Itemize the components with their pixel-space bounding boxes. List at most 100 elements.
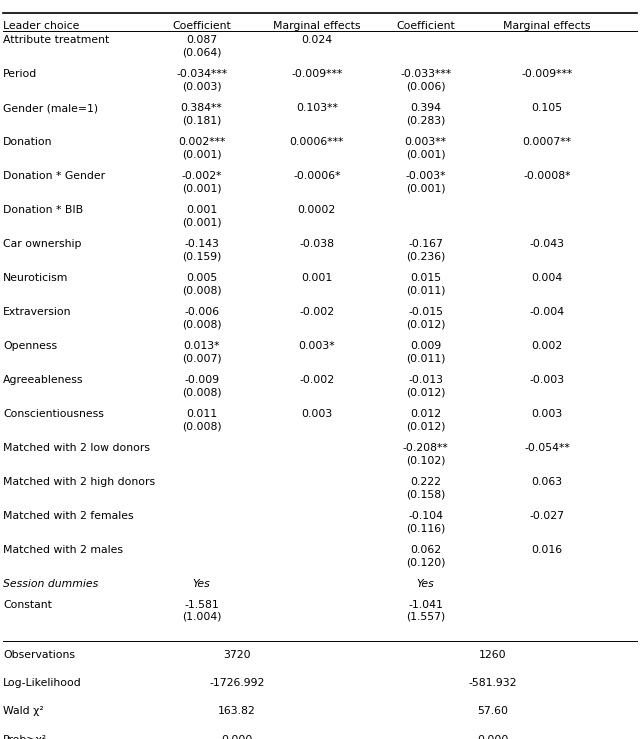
Text: -581.932: -581.932 (468, 678, 517, 689)
Text: Donation: Donation (3, 137, 52, 148)
Text: Conscientiousness: Conscientiousness (3, 409, 104, 420)
Text: Period: Period (3, 69, 38, 80)
Text: (0.001): (0.001) (182, 183, 221, 194)
Text: Yes: Yes (193, 579, 211, 590)
Text: 0.000: 0.000 (477, 735, 509, 739)
Text: (0.159): (0.159) (182, 251, 221, 262)
Text: 163.82: 163.82 (218, 706, 255, 717)
Text: 0.003: 0.003 (532, 409, 563, 420)
Text: 0.002***: 0.002*** (178, 137, 225, 148)
Text: (0.001): (0.001) (406, 183, 445, 194)
Text: (0.064): (0.064) (182, 47, 221, 58)
Text: -0.002*: -0.002* (181, 171, 222, 182)
Text: (1.557): (1.557) (406, 612, 445, 622)
Text: -0.0006*: -0.0006* (293, 171, 340, 182)
Text: Wald χ²: Wald χ² (3, 706, 44, 717)
Text: -0.104: -0.104 (408, 511, 443, 522)
Text: Attribute treatment: Attribute treatment (3, 35, 109, 46)
Text: (0.012): (0.012) (406, 387, 445, 398)
Text: 0.000: 0.000 (221, 735, 253, 739)
Text: -0.208**: -0.208** (403, 443, 449, 454)
Text: 0.003**: 0.003** (404, 137, 447, 148)
Text: Coefficient: Coefficient (172, 21, 231, 31)
Text: Matched with 2 high donors: Matched with 2 high donors (3, 477, 156, 488)
Text: 0.384**: 0.384** (180, 103, 223, 114)
Text: (0.003): (0.003) (182, 81, 221, 92)
Text: 0.105: 0.105 (532, 103, 563, 114)
Text: (0.008): (0.008) (182, 319, 221, 330)
Text: -0.015: -0.015 (408, 307, 443, 318)
Text: -1.581: -1.581 (184, 600, 219, 610)
Text: -0.038: -0.038 (300, 239, 334, 250)
Text: (0.011): (0.011) (406, 353, 445, 364)
Text: Prob>χ²: Prob>χ² (3, 735, 47, 739)
Text: -0.054**: -0.054** (524, 443, 570, 454)
Text: Agreeableness: Agreeableness (3, 375, 84, 386)
Text: 0.003*: 0.003* (298, 341, 335, 352)
Text: 0.011: 0.011 (186, 409, 217, 420)
Text: (0.011): (0.011) (406, 285, 445, 296)
Text: -1.041: -1.041 (408, 600, 443, 610)
Text: 3720: 3720 (223, 650, 251, 661)
Text: (0.283): (0.283) (406, 115, 445, 126)
Text: Car ownership: Car ownership (3, 239, 82, 250)
Text: -0.009***: -0.009*** (291, 69, 342, 80)
Text: Donation * Gender: Donation * Gender (3, 171, 106, 182)
Text: (0.158): (0.158) (406, 489, 445, 500)
Text: Yes: Yes (417, 579, 435, 590)
Text: (0.007): (0.007) (182, 353, 221, 364)
Text: 0.009: 0.009 (410, 341, 441, 352)
Text: -0.013: -0.013 (408, 375, 443, 386)
Text: 0.222: 0.222 (410, 477, 441, 488)
Text: (0.008): (0.008) (182, 421, 221, 432)
Text: (0.001): (0.001) (406, 149, 445, 160)
Text: (0.008): (0.008) (182, 387, 221, 398)
Text: 0.016: 0.016 (532, 545, 563, 556)
Text: Session dummies: Session dummies (3, 579, 99, 590)
Text: 1260: 1260 (479, 650, 507, 661)
Text: (0.236): (0.236) (406, 251, 445, 262)
Text: -0.002: -0.002 (300, 307, 334, 318)
Text: Observations: Observations (3, 650, 76, 661)
Text: Matched with 2 low donors: Matched with 2 low donors (3, 443, 150, 454)
Text: 0.0006***: 0.0006*** (290, 137, 344, 148)
Text: Openness: Openness (3, 341, 58, 352)
Text: -1726.992: -1726.992 (209, 678, 264, 689)
Text: Constant: Constant (3, 600, 52, 610)
Text: 0.002: 0.002 (532, 341, 563, 352)
Text: Marginal effects: Marginal effects (273, 21, 360, 31)
Text: -0.143: -0.143 (184, 239, 219, 250)
Text: 0.004: 0.004 (532, 273, 563, 284)
Text: 0.024: 0.024 (301, 35, 332, 46)
Text: 57.60: 57.60 (477, 706, 508, 717)
Text: -0.0008*: -0.0008* (524, 171, 571, 182)
Text: (0.012): (0.012) (406, 421, 445, 432)
Text: 0.015: 0.015 (410, 273, 441, 284)
Text: -0.003: -0.003 (530, 375, 564, 386)
Text: -0.027: -0.027 (530, 511, 564, 522)
Text: Leader choice: Leader choice (3, 21, 79, 31)
Text: 0.0007**: 0.0007** (523, 137, 572, 148)
Text: Gender (male=1): Gender (male=1) (3, 103, 99, 114)
Text: Coefficient: Coefficient (396, 21, 455, 31)
Text: (0.008): (0.008) (182, 285, 221, 296)
Text: 0.001: 0.001 (301, 273, 332, 284)
Text: 0.012: 0.012 (410, 409, 441, 420)
Text: 0.001: 0.001 (186, 205, 217, 216)
Text: Log-Likelihood: Log-Likelihood (3, 678, 82, 689)
Text: Neuroticism: Neuroticism (3, 273, 68, 284)
Text: -0.006: -0.006 (184, 307, 219, 318)
Text: -0.043: -0.043 (530, 239, 564, 250)
Text: (0.012): (0.012) (406, 319, 445, 330)
Text: (0.120): (0.120) (406, 557, 445, 568)
Text: 0.394: 0.394 (410, 103, 441, 114)
Text: -0.003*: -0.003* (405, 171, 446, 182)
Text: 0.063: 0.063 (532, 477, 563, 488)
Text: Donation * BIB: Donation * BIB (3, 205, 83, 216)
Text: -0.167: -0.167 (408, 239, 443, 250)
Text: 0.013*: 0.013* (183, 341, 220, 352)
Text: 0.062: 0.062 (410, 545, 441, 556)
Text: Marginal effects: Marginal effects (504, 21, 591, 31)
Text: Matched with 2 males: Matched with 2 males (3, 545, 123, 556)
Text: (0.181): (0.181) (182, 115, 221, 126)
